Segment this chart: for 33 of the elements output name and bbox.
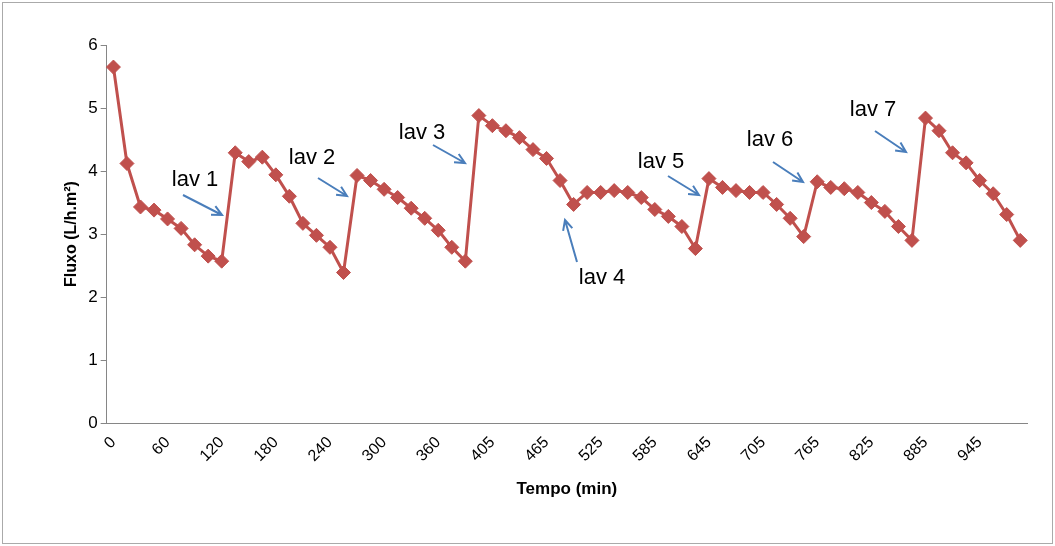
y-tick-label: 4	[88, 160, 98, 180]
annotation: lav 5	[637, 148, 685, 174]
x-tick-label: 60	[148, 433, 173, 458]
x-tick-label: 0	[100, 433, 119, 452]
y-tick-label: 2	[88, 286, 98, 306]
x-axis-title: Tempo (min)	[516, 479, 618, 499]
x-tick-label: 300	[358, 433, 390, 465]
y-tick-label: 0	[88, 412, 98, 432]
annotation: lav 6	[746, 126, 794, 152]
x-tick-label: 825	[845, 433, 877, 465]
y-tick-label: 1	[88, 349, 98, 369]
x-tick-label: 240	[304, 433, 336, 465]
x-tick-label: 360	[412, 433, 444, 465]
y-tick-label: 5	[88, 97, 98, 117]
x-tick-label: 945	[953, 433, 985, 465]
x-tick-label: 765	[791, 433, 823, 465]
x-tick-label: 405	[466, 433, 498, 465]
annotation: lav 2	[288, 144, 336, 170]
x-tick-label: 705	[737, 433, 769, 465]
annotation: lav 3	[398, 119, 446, 145]
y-axis-title: Fluxo (L/h.m²)	[62, 181, 80, 287]
x-tick-label: 645	[683, 433, 715, 465]
y-tick-label: 3	[88, 223, 98, 243]
annotation: lav 4	[578, 264, 626, 290]
x-tick-label: 885	[899, 433, 931, 465]
x-tick-label: 465	[520, 433, 552, 465]
x-tick-label: 180	[250, 433, 282, 465]
annotation: lav 1	[171, 166, 219, 192]
annotation: lav 7	[849, 96, 897, 122]
x-tick-label: 525	[575, 433, 606, 465]
x-tick-label: 585	[629, 433, 661, 465]
x-tick-label: 120	[196, 433, 227, 465]
y-tick-label: 6	[88, 34, 98, 54]
